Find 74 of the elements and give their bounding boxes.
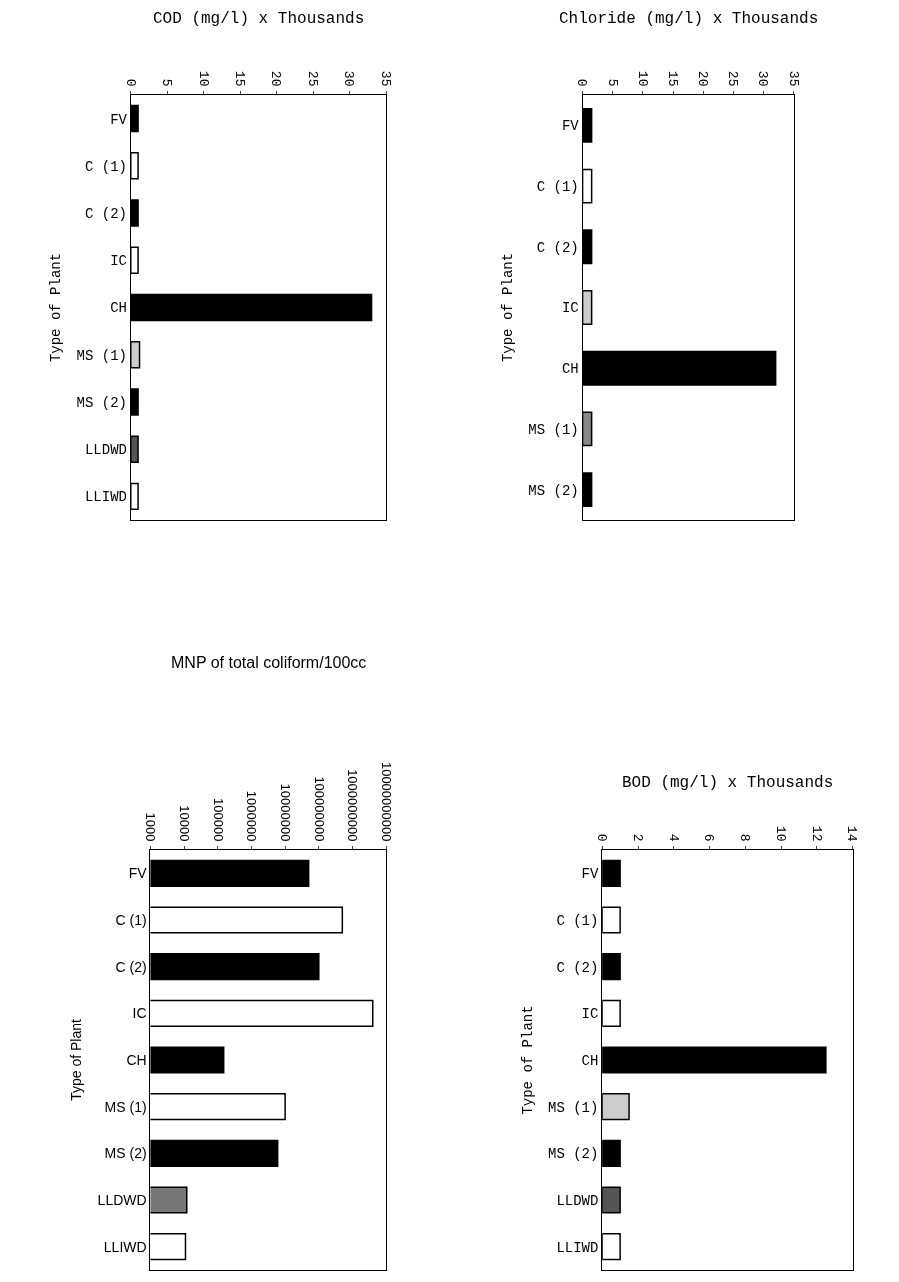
y-axis-title: Type of Plant — [48, 252, 65, 363]
x-tick-label: 10 — [195, 70, 211, 87]
y-tick-label: C (2) — [556, 959, 599, 976]
y-axis-title: Type of Plant — [519, 1005, 536, 1115]
y-axis-title: Type of Plant — [499, 252, 516, 363]
y-tick-label: C (2) — [536, 239, 579, 256]
y-tick-label: CH — [126, 1051, 147, 1068]
x-tick-label: 1000000000 — [345, 769, 361, 842]
y-tick-label: LLIWD — [556, 1239, 599, 1256]
y-tick-label: C (1) — [115, 911, 147, 928]
x-tick-label: 10000000 — [277, 783, 293, 842]
chart-title: Chloride (mg/l) x Thousands — [559, 10, 819, 28]
x-tick-label: 1000 — [143, 812, 159, 842]
y-tick-label: MS (2) — [104, 1145, 147, 1162]
x-tick-label: 2 — [629, 833, 645, 842]
x-tick-label: 30 — [755, 70, 771, 87]
x-tick-label: 10000 — [176, 805, 192, 842]
y-tick-label: C (1) — [536, 178, 579, 195]
y-tick-label: CH — [110, 300, 127, 317]
x-tick-label: 30 — [341, 70, 357, 87]
y-tick-label: LLIWD — [84, 489, 127, 506]
x-tick-label: 25 — [725, 70, 741, 87]
x-tick-label: 14 — [844, 825, 860, 842]
y-tick-label: MS (2) — [548, 1146, 599, 1163]
x-tick-label: 35 — [785, 70, 801, 87]
y-tick-label: C (2) — [115, 958, 147, 975]
y-tick-label: FV — [581, 866, 600, 883]
y-tick-label: MS (1) — [528, 421, 579, 438]
y-tick-label: IC — [561, 300, 579, 317]
chart-title: BOD (mg/l) x Thousands — [622, 774, 834, 792]
y-tick-label: MS (1) — [76, 347, 127, 364]
x-tick-label: 6 — [701, 833, 717, 842]
x-tick-label: 10000000000 — [378, 761, 394, 842]
y-tick-label: FV — [110, 111, 128, 128]
x-tick-label: 4 — [665, 833, 681, 842]
x-tick-label: 10 — [772, 825, 788, 842]
y-tick-label: C (2) — [84, 205, 127, 222]
x-tick-label: 5 — [604, 78, 620, 87]
x-tick-label: 20 — [695, 70, 711, 87]
y-tick-label: MS (2) — [76, 394, 127, 411]
y-tick-label: FV — [561, 118, 580, 135]
chart-title: COD (mg/l) x Thousands — [153, 10, 365, 28]
x-tick-label: 25 — [304, 70, 320, 87]
y-tick-label: IC — [132, 1005, 147, 1022]
y-tick-label: CH — [561, 361, 579, 378]
x-tick-label: 15 — [664, 70, 680, 87]
x-tick-label: 0 — [594, 833, 610, 842]
x-tick-label: 0 — [574, 78, 590, 87]
x-tick-label: 15 — [232, 70, 247, 87]
x-tick-label: 35 — [377, 70, 393, 87]
x-tick-label: 0 — [122, 78, 138, 87]
y-tick-label: FV — [128, 865, 148, 882]
x-tick-label: 8 — [737, 833, 753, 842]
y-tick-label: MS (1) — [548, 1099, 599, 1116]
x-tick-label: 5 — [159, 78, 175, 87]
x-tick-label: 20 — [268, 70, 284, 87]
y-tick-label: LLDWD — [97, 1191, 147, 1208]
y-tick-label: CH — [581, 1052, 599, 1069]
y-tick-label: MS (2) — [528, 482, 579, 499]
x-tick-label: 100000000 — [311, 776, 327, 842]
chart-title: MNP of total coliform/100cc — [171, 654, 367, 671]
x-tick-label: 12 — [808, 825, 824, 842]
y-tick-label: LLDWD — [84, 442, 127, 459]
y-tick-label: C (1) — [556, 912, 599, 929]
x-tick-label: 10 — [634, 70, 650, 87]
y-tick-label: LLIWD — [103, 1238, 147, 1255]
x-tick-label: 1000000 — [244, 790, 260, 842]
y-tick-label: MS (1) — [104, 1098, 147, 1115]
x-tick-label: 100000 — [210, 798, 226, 842]
y-tick-label: IC — [581, 1006, 599, 1023]
y-tick-label: LLDWD — [556, 1192, 599, 1209]
y-axis-title: Type of Plant — [68, 1019, 85, 1101]
y-tick-label: IC — [110, 253, 127, 270]
y-tick-label: C (1) — [84, 158, 127, 175]
